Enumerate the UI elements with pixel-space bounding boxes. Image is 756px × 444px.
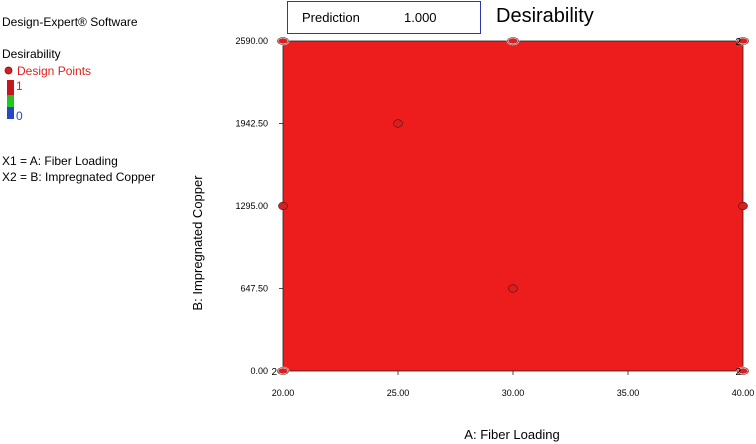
scale-max-label: 1: [16, 79, 23, 93]
prediction-box: Prediction 1.000: [287, 1, 481, 34]
y-tick-label: 2590.00: [235, 36, 268, 46]
x-tick-label: 40.00: [732, 388, 755, 398]
software-name: Design-Expert® Software: [2, 15, 138, 29]
design-point-outline: [737, 367, 749, 375]
plot-area: [282, 40, 744, 372]
chart-title: Desirability: [496, 5, 594, 27]
design-point: [738, 202, 748, 210]
prediction-value: 1.000: [404, 10, 437, 25]
design-point-outline: [738, 201, 748, 211]
design-point-outline: [737, 37, 749, 45]
design-point-outline: [277, 37, 289, 45]
x-tick-label: 20.00: [272, 388, 295, 398]
x2-definition: X2 = B: Impregnated Copper: [2, 170, 156, 184]
y-tick-label: 1942.50: [235, 119, 268, 129]
design-point-outline: [278, 201, 288, 211]
design-point-outline: [507, 37, 519, 45]
x1-definition: X1 = A: Fiber Loading: [2, 154, 118, 168]
design-point-outline: [277, 367, 289, 375]
response-name: Desirability: [2, 47, 61, 61]
design-point-outline: [393, 119, 403, 128]
prediction-label: Prediction: [302, 10, 360, 25]
y-tick-labels: 0.00 647.50 1295.00 1942.50 2590.00: [235, 36, 268, 376]
replicate-count: 2: [735, 367, 741, 378]
legend-panel: Design-Expert® Software Desirability Des…: [2, 0, 192, 444]
design-point: [508, 284, 518, 293]
x-axis-label: A: Fiber Loading: [464, 427, 559, 442]
y-tick-label: 647.50: [240, 284, 268, 294]
y-axis-label: B: Impregnated Copper: [190, 175, 205, 311]
design-point: [393, 119, 403, 128]
replicate-count: 2: [271, 367, 277, 378]
design-points-label: Design Points: [17, 64, 92, 78]
y-tick-label: 0.00: [250, 366, 268, 376]
design-point-legend-icon: [4, 66, 13, 75]
design-point: [278, 202, 288, 210]
x-tick-label: 30.00: [502, 388, 525, 398]
design-points: 2 2 2: [271, 36, 750, 378]
x-tick-labels: 20.00 25.00 30.00 35.00 40.00: [272, 388, 755, 398]
x-tick-label: 35.00: [617, 388, 640, 398]
scale-min-label: 0: [16, 109, 23, 123]
x-tick-label: 25.00: [387, 388, 410, 398]
replicate-count: 2: [735, 37, 741, 48]
scale-swatch-low: [7, 107, 14, 119]
y-tick-label: 1295.00: [235, 201, 268, 211]
scale-swatch-high: [7, 80, 14, 95]
design-point-outline: [508, 284, 518, 293]
scale-swatch-mid: [7, 95, 14, 107]
